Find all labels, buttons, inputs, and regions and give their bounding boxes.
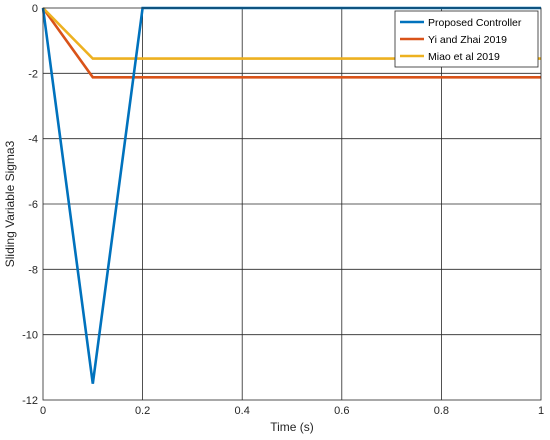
series-line-1 [41,7,541,79]
y-axis-label: Sliding Variable Sigma3 [3,140,17,267]
x-tick-label: 0.4 [235,405,250,417]
grid-lines [43,8,541,400]
y-tick-label: -6 [28,199,38,211]
y-tick-label: -8 [28,264,38,276]
legend: Proposed Controller Yi and Zhai 2019 Miao … [394,10,539,68]
plot-frame [42,7,542,401]
x-tick-label: 1 [538,405,544,417]
legend-entry: Proposed Controller [428,17,522,29]
y-tick-label: -4 [28,134,38,146]
y-tick-label: -12 [22,395,38,407]
series-line-2 [42,7,541,60]
x-tick-label: 0.8 [434,405,449,417]
x-tick-label: 0 [40,405,46,417]
y-tick-label: 0 [32,3,38,15]
y-tick-label: -10 [22,330,38,342]
axis-ticks: 0 0.2 0.4 0.6 0.8 1 0 -2 -4 -6 -8 -10 -12 [22,3,544,417]
x-axis-label: Time (s) [270,420,314,434]
x-tick-label: 0.6 [334,405,349,417]
y-tick-label: -2 [28,68,38,80]
legend-entry: Miao et al 2019 [428,51,500,63]
legend-entry: Yi and Zhai 2019 [428,34,507,46]
x-tick-label: 0.2 [135,405,150,417]
